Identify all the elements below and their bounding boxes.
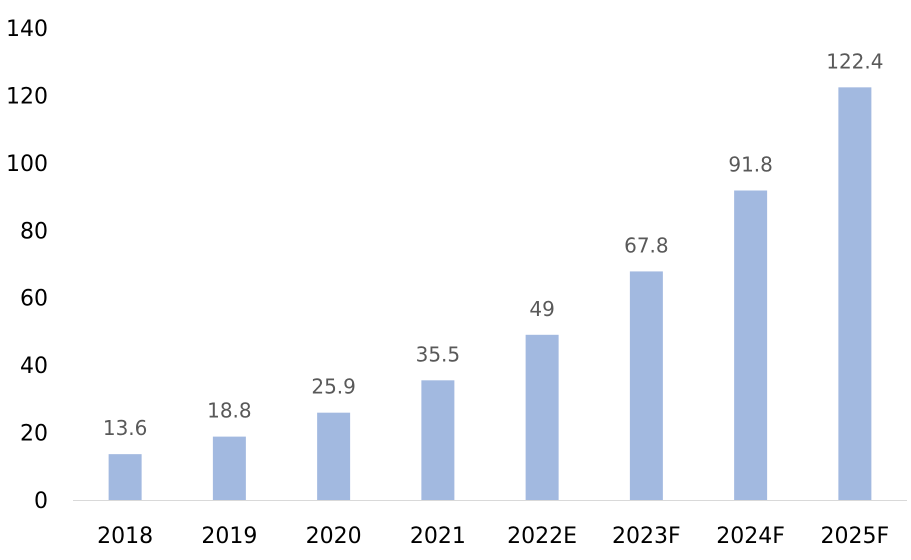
data-label: 13.6 [103,416,148,440]
y-tick-label: 140 [6,17,48,42]
y-tick-label: 120 [6,84,48,109]
x-tick-label: 2018 [97,524,153,549]
bar [734,190,768,500]
bar [838,87,872,500]
x-tick-label: 2019 [201,524,257,549]
bar [317,412,351,500]
data-label: 35.5 [416,342,461,366]
bar [108,454,142,500]
bars [108,87,872,500]
y-tick-label: 20 [20,422,48,447]
y-tick-label: 60 [20,287,48,312]
y-axis-ticks: 0 20 40 60 80 100 120 140 [6,17,48,514]
data-labels: 13.6 18.8 25.9 35.5 49 67.8 91.8 122.4 [103,49,884,440]
data-label: 67.8 [624,233,669,257]
x-tick-label: 2023F [612,524,681,549]
bar [629,271,663,500]
x-tick-label: 2020 [306,524,362,549]
x-tick-label: 2021 [410,524,466,549]
x-tick-label: 2024F [716,524,785,549]
y-tick-label: 100 [6,152,48,177]
data-label: 122.4 [826,49,883,73]
x-tick-label: 2022E [507,524,577,549]
data-label: 91.8 [728,153,773,177]
y-tick-label: 80 [20,219,48,244]
x-tick-label: 2025F [821,524,890,549]
y-tick-label: 0 [34,489,48,514]
bar [525,334,559,500]
bar [421,380,455,500]
data-label: 18.8 [207,399,252,423]
data-label: 25.9 [311,375,356,399]
x-axis-ticks: 2018 2019 2020 2021 2022E 2023F 2024F 2025F [97,524,889,549]
y-tick-label: 40 [20,354,48,379]
data-label: 49 [529,297,554,321]
bar [212,436,246,500]
